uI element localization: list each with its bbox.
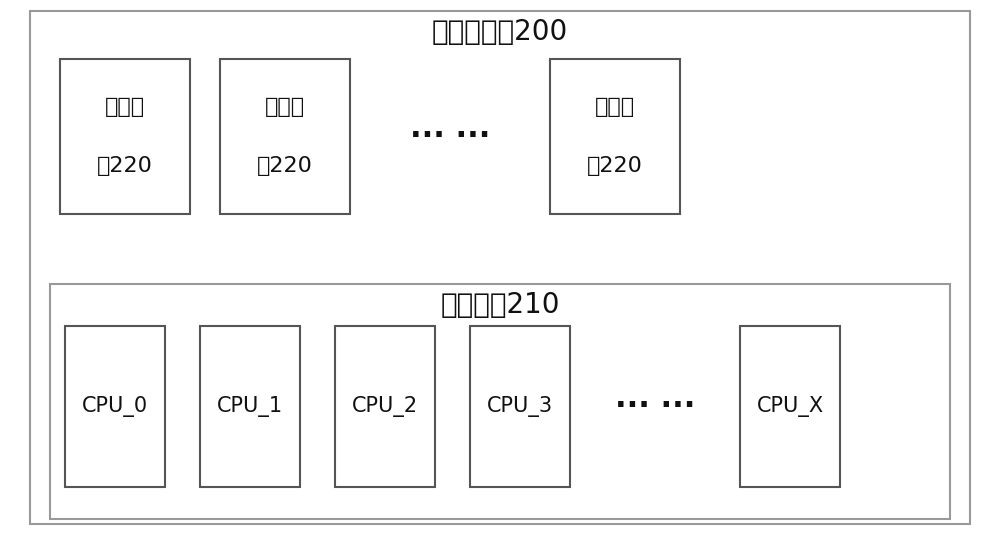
Text: 件220: 件220 <box>587 156 643 176</box>
Text: CPU_0: CPU_0 <box>82 396 148 417</box>
Bar <box>220 59 350 214</box>
Bar <box>60 59 190 214</box>
Text: 件220: 件220 <box>257 156 313 176</box>
Bar <box>470 326 570 487</box>
Bar <box>200 326 300 487</box>
Text: 虚拟化设备200: 虚拟化设备200 <box>432 18 568 46</box>
Text: 第二组: 第二组 <box>105 97 145 117</box>
Text: ··· ···: ··· ··· <box>615 392 695 421</box>
Text: CPU_3: CPU_3 <box>487 396 553 417</box>
Text: 第二组: 第二组 <box>595 97 635 117</box>
Text: CPU_X: CPU_X <box>756 396 824 417</box>
Bar <box>550 59 680 214</box>
Text: CPU_1: CPU_1 <box>217 396 283 417</box>
Text: ··· ···: ··· ··· <box>410 122 490 151</box>
Text: 件220: 件220 <box>97 156 153 176</box>
Text: 第一组件210: 第一组件210 <box>440 291 560 319</box>
Bar <box>50 284 950 519</box>
Bar <box>740 326 840 487</box>
Bar <box>335 326 435 487</box>
Text: CPU_2: CPU_2 <box>352 396 418 417</box>
Text: 第二组: 第二组 <box>265 97 305 117</box>
Bar <box>65 326 165 487</box>
